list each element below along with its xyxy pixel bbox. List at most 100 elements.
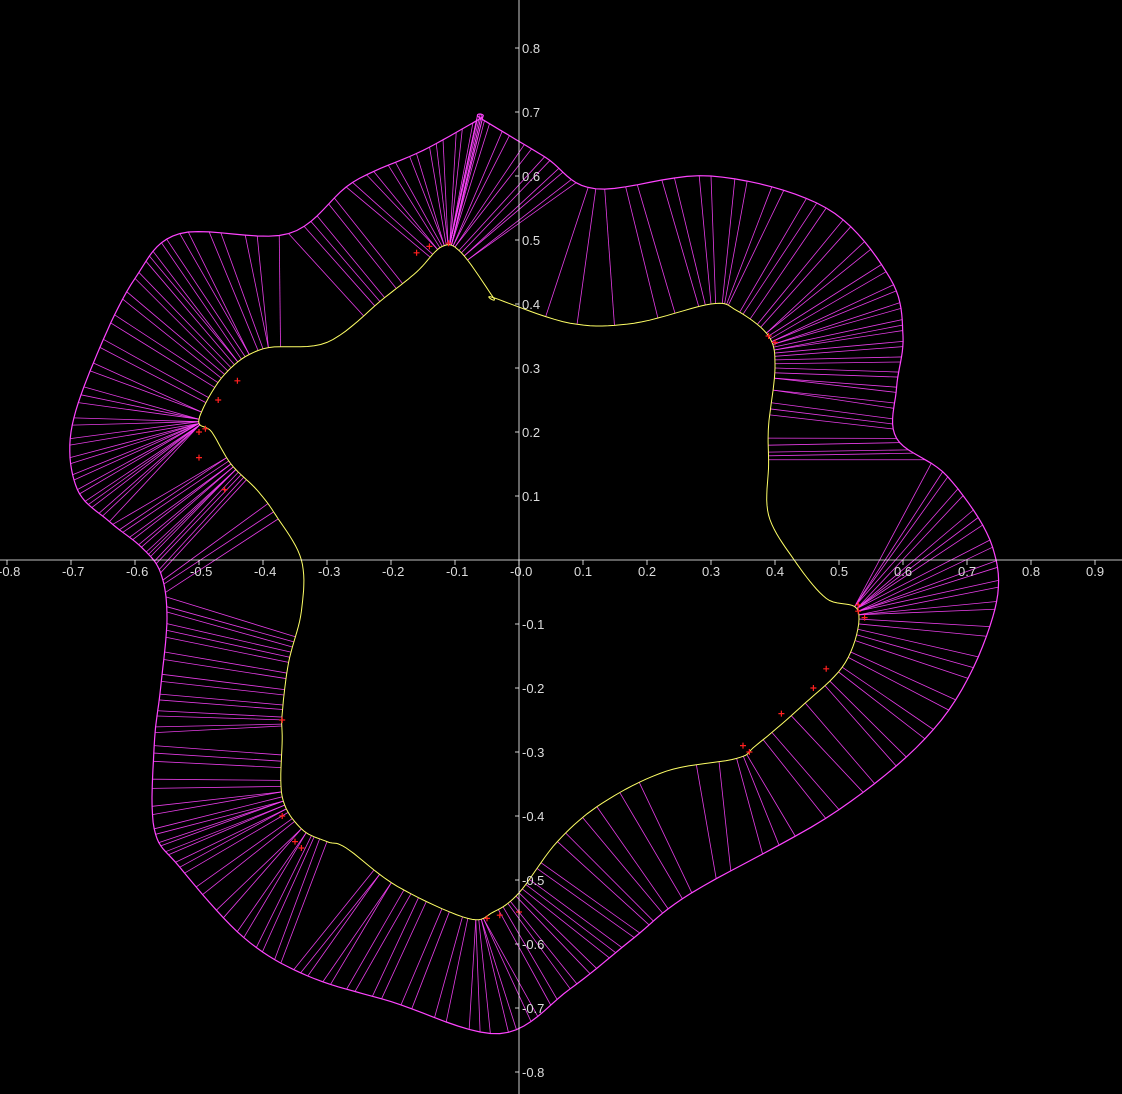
inner-curve	[198, 244, 860, 921]
normal-segment	[774, 346, 903, 357]
normal-segment	[195, 818, 293, 888]
normal-segment	[762, 739, 827, 819]
normal-segment	[70, 421, 199, 440]
red-marker	[215, 397, 222, 403]
normal-segment	[99, 347, 207, 404]
normal-segment	[400, 908, 443, 1006]
red-marker	[298, 845, 305, 851]
normal-segment	[154, 471, 239, 562]
normal-segment	[467, 179, 572, 261]
normal-segment	[220, 232, 264, 349]
x-tick-label: -0.0	[510, 564, 532, 579]
y-tick-label: 0.4	[522, 297, 540, 312]
normal-segment	[78, 402, 200, 420]
y-tick-label: 0.8	[522, 41, 540, 56]
normal-segment	[278, 235, 281, 347]
normal-segment	[160, 800, 284, 847]
normal-segment	[179, 808, 287, 868]
normal-segment	[515, 895, 591, 974]
normal-segment	[148, 469, 237, 555]
normal-segment	[507, 903, 571, 990]
normal-segment	[80, 394, 200, 420]
normal-segment	[122, 460, 230, 533]
normal-segment	[300, 874, 380, 974]
normal-segment	[328, 203, 397, 289]
normal-segment	[565, 832, 654, 922]
normal-segment	[134, 278, 229, 372]
normal-segment	[322, 882, 392, 983]
normal-segment	[771, 284, 894, 342]
normal-segment	[381, 901, 427, 1000]
normal-segment	[138, 466, 234, 545]
normal-segment	[159, 699, 283, 710]
normal-segment	[770, 271, 887, 340]
normal-segment	[480, 919, 509, 1033]
normal-segment	[126, 291, 225, 375]
normal-segment	[346, 889, 405, 990]
normal-segment	[736, 758, 763, 855]
normal-segment	[636, 184, 676, 314]
normal-segment	[854, 463, 932, 607]
x-tick-label: 0.6	[894, 564, 912, 579]
normal-segment	[158, 800, 284, 843]
normal-segment	[463, 167, 560, 257]
x-tick-label: 0.8	[1022, 564, 1040, 579]
normal-segment	[152, 791, 282, 816]
normal-segment	[166, 623, 292, 653]
normal-segment	[93, 362, 202, 413]
red-marker	[445, 240, 452, 247]
y-tick-label: -0.8	[522, 1065, 544, 1080]
normal-segment	[854, 488, 959, 607]
normal-segment	[529, 879, 623, 948]
normal-segment	[274, 838, 320, 960]
normal-segment	[88, 424, 201, 505]
y-tick-label: -0.4	[522, 809, 544, 824]
normal-segment	[824, 685, 897, 767]
normal-segment	[510, 901, 578, 985]
normal-segment	[525, 884, 616, 954]
normal-segment	[858, 608, 995, 616]
normal-segment	[522, 888, 610, 959]
normal-segment	[638, 782, 693, 893]
red-marker	[861, 614, 868, 621]
normal-segment	[858, 560, 997, 612]
curves	[69, 113, 1000, 1035]
normal-segment	[244, 235, 269, 348]
y-tick-label: 0.1	[522, 489, 540, 504]
normal-segment	[202, 821, 295, 895]
normal-segment	[847, 657, 950, 711]
normal-segment	[582, 817, 663, 914]
normal-segment	[452, 135, 510, 247]
normal-segment	[416, 153, 445, 246]
red-marker	[279, 717, 286, 723]
normal-segment	[829, 680, 907, 758]
normal-segment	[166, 606, 294, 643]
normal-segment	[129, 463, 232, 538]
normal-segment	[154, 745, 282, 756]
normal-segment	[262, 836, 315, 953]
normal-segment	[175, 808, 287, 863]
normal-segment	[774, 377, 897, 388]
normal-segment	[84, 424, 201, 502]
x-tick-label: -0.2	[382, 564, 404, 579]
normal-segment	[354, 893, 412, 992]
normal-segment	[152, 786, 281, 789]
normal-segment	[303, 226, 376, 307]
normal-segment	[480, 919, 517, 1030]
normal-segment	[718, 761, 732, 871]
normal-segment	[352, 182, 433, 255]
normal-segment	[307, 874, 380, 977]
x-tick-label: -0.5	[190, 564, 212, 579]
normal-segment	[841, 666, 934, 730]
normal-segment	[757, 219, 844, 325]
normal-segment	[69, 423, 200, 459]
normal-segment	[255, 835, 312, 948]
normal-segment	[145, 469, 237, 553]
y-tick-label: 0.6	[522, 169, 540, 184]
normal-segment	[153, 752, 282, 762]
normal-segment	[497, 909, 552, 1006]
normal-segment	[766, 241, 865, 334]
normal-segment	[475, 919, 481, 1033]
normal-segment	[152, 778, 281, 781]
normal-segment	[774, 367, 899, 373]
